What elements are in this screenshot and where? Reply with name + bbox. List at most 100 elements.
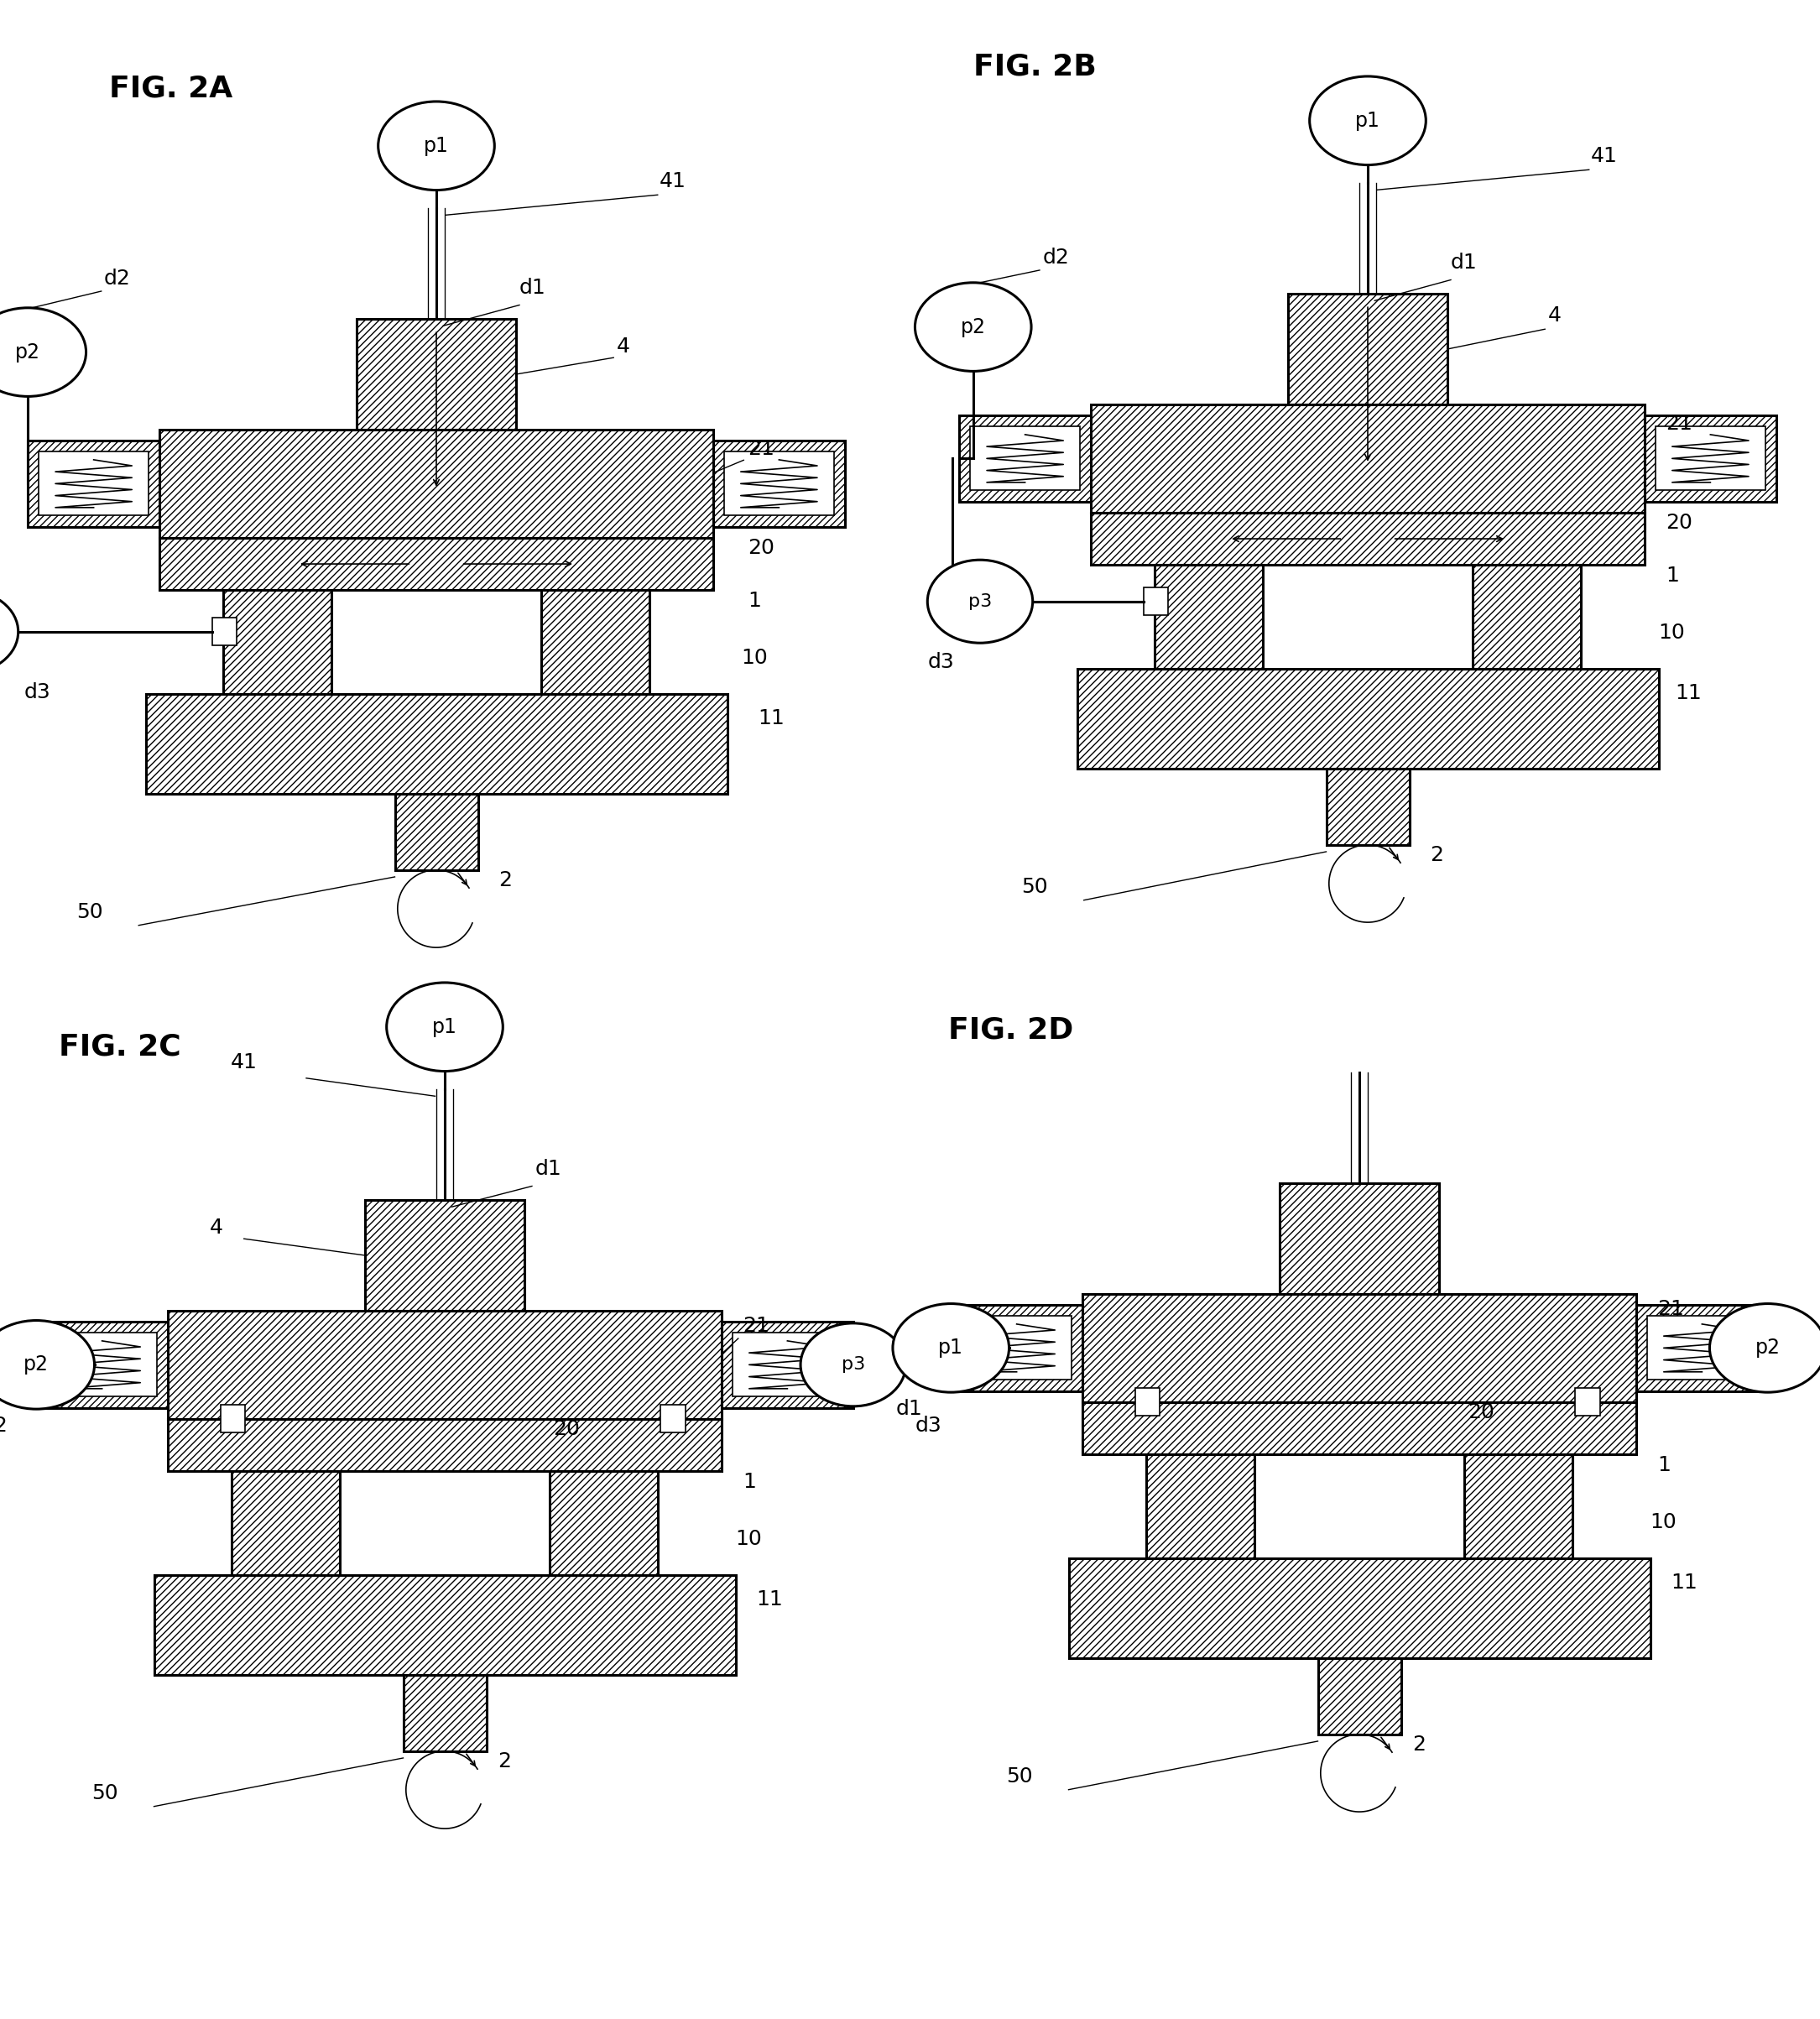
Bar (224, 590, 331, 695)
Ellipse shape (0, 590, 18, 672)
Bar (38, 452, 149, 515)
Bar (661, 1405, 686, 1433)
Bar (1138, 1391, 1158, 1401)
Bar (27, 440, 160, 527)
Text: d1: d1 (519, 279, 546, 299)
Bar (404, 1676, 486, 1750)
Text: p2: p2 (15, 341, 40, 361)
Bar (1656, 426, 1765, 491)
Text: 11: 11 (1671, 1573, 1698, 1593)
Bar (1090, 404, 1645, 513)
Bar (213, 618, 237, 646)
Text: 50: 50 (1021, 878, 1048, 896)
Text: p1: p1 (431, 1018, 457, 1038)
Text: 10: 10 (1651, 1512, 1676, 1532)
Text: 21: 21 (1656, 1298, 1684, 1318)
Bar (395, 793, 479, 870)
Text: 10: 10 (741, 648, 768, 668)
Bar (1143, 588, 1168, 616)
Text: p3: p3 (968, 594, 992, 610)
Ellipse shape (928, 559, 1032, 642)
Text: 2: 2 (1431, 846, 1443, 866)
Ellipse shape (801, 1322, 906, 1407)
Bar (1647, 1316, 1756, 1379)
Ellipse shape (1310, 77, 1425, 166)
Bar (1289, 293, 1447, 404)
Text: p1: p1 (424, 135, 450, 155)
Text: d3: d3 (928, 652, 954, 672)
Text: 4: 4 (617, 337, 630, 355)
Bar (167, 1419, 721, 1472)
Text: 2: 2 (497, 1752, 511, 1773)
Bar (146, 695, 726, 793)
Text: p1: p1 (1356, 111, 1380, 131)
Text: 20: 20 (553, 1419, 579, 1440)
Text: 20: 20 (1467, 1403, 1494, 1423)
Text: 4: 4 (1547, 305, 1562, 325)
Bar (1279, 1183, 1440, 1294)
Bar (160, 430, 713, 537)
Text: 11: 11 (1674, 684, 1702, 703)
Text: 20: 20 (1665, 513, 1693, 533)
Bar (1154, 565, 1263, 668)
Bar (1465, 1454, 1572, 1559)
Text: FIG. 2C: FIG. 2C (58, 1032, 180, 1060)
Text: 1: 1 (743, 1472, 755, 1492)
Text: 1: 1 (748, 592, 761, 612)
Bar (970, 426, 1079, 491)
Bar (160, 537, 713, 590)
Bar (366, 1199, 524, 1310)
Text: 11: 11 (757, 709, 784, 729)
Bar (220, 1405, 246, 1433)
Bar (950, 1304, 1083, 1391)
Bar (1645, 416, 1776, 501)
Text: 20: 20 (748, 539, 775, 559)
Bar (1090, 513, 1645, 565)
Text: d3: d3 (24, 682, 51, 703)
Ellipse shape (1709, 1304, 1820, 1393)
Text: p2: p2 (1754, 1339, 1780, 1359)
Ellipse shape (0, 1320, 95, 1409)
Text: 50: 50 (1006, 1767, 1032, 1787)
Text: p1: p1 (939, 1339, 963, 1359)
Text: 21: 21 (748, 438, 775, 458)
Text: 21: 21 (743, 1316, 770, 1337)
Bar (1636, 1304, 1767, 1391)
Bar (542, 590, 650, 695)
Text: 10: 10 (1658, 622, 1685, 642)
Bar (959, 416, 1090, 501)
Text: d1: d1 (895, 1399, 923, 1419)
Text: d2: d2 (1043, 246, 1068, 267)
Text: 2: 2 (1412, 1734, 1425, 1755)
Text: 41: 41 (229, 1052, 257, 1072)
Bar (721, 1322, 854, 1407)
Text: 4: 4 (209, 1217, 222, 1238)
Bar (733, 1333, 843, 1397)
Text: 1: 1 (1656, 1456, 1671, 1476)
Text: FIG. 2B: FIG. 2B (974, 52, 1096, 81)
Ellipse shape (0, 307, 86, 396)
Bar (1083, 1401, 1636, 1454)
Bar (1578, 1391, 1598, 1401)
Text: FIG. 2A: FIG. 2A (109, 75, 233, 103)
Bar (1083, 1294, 1636, 1401)
Bar (1136, 1389, 1159, 1415)
Ellipse shape (386, 983, 502, 1072)
Bar (155, 1575, 735, 1676)
Bar (1327, 769, 1409, 844)
Text: 11: 11 (757, 1589, 783, 1609)
Bar (1147, 590, 1165, 602)
Text: d1: d1 (535, 1159, 561, 1179)
Text: p3: p3 (841, 1357, 865, 1373)
Bar (713, 440, 844, 527)
Bar (550, 1472, 659, 1575)
Bar (167, 1310, 721, 1419)
Bar (47, 1333, 157, 1397)
Bar (664, 1407, 682, 1419)
Bar (1576, 1389, 1600, 1415)
Text: 21: 21 (1665, 414, 1693, 434)
Text: d2: d2 (0, 1415, 7, 1436)
Bar (1318, 1658, 1401, 1734)
Bar (1147, 1454, 1254, 1559)
Text: 50: 50 (76, 902, 104, 923)
